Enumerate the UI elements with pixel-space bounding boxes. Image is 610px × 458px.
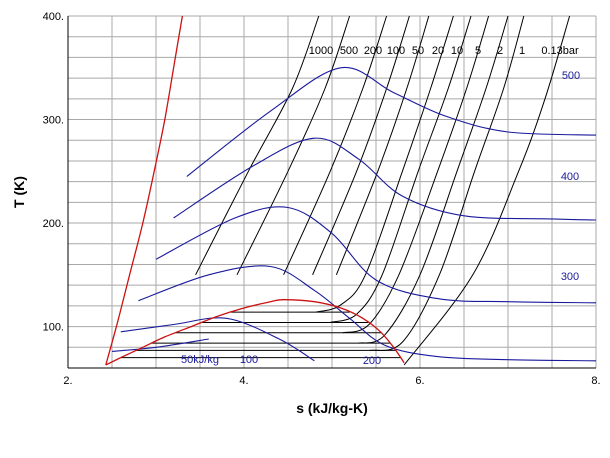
y-tick-label: 400.	[43, 11, 64, 23]
pressure-label-200: 200	[364, 45, 382, 57]
isobar-200	[283, 15, 388, 276]
x-tick-label: 2.	[63, 375, 72, 387]
enthalpy-label-100: 100	[240, 354, 258, 366]
x-tick-label: 4.	[239, 375, 248, 387]
isobar-500	[236, 15, 351, 276]
isobar-10	[330, 15, 472, 323]
x-tick-label: 6.	[415, 375, 424, 387]
isobar-100	[312, 15, 410, 275]
y-tick-label: 100.	[43, 322, 64, 334]
isenthalp-400	[173, 137, 597, 221]
isobar-1000	[195, 15, 320, 276]
isenthalp-100	[120, 317, 315, 362]
enthalpy-label-200: 200	[363, 355, 381, 367]
enthalpy-label-500: 500	[562, 70, 580, 82]
pressure-label-20: 20	[432, 45, 444, 57]
enthalpy-label-300: 300	[561, 271, 579, 283]
pressure-label-0-13bar: 0.13bar	[541, 45, 579, 57]
x-axis-title: s (kJ/kg-K)	[296, 400, 368, 416]
y-tick-label: 200.	[43, 218, 64, 230]
isenthalp-300	[155, 206, 597, 304]
enthalpy-label-400: 400	[561, 171, 579, 183]
plot-area	[105, 15, 597, 366]
isobar-20	[316, 15, 454, 313]
pressure-label-1000: 1000	[309, 45, 333, 57]
pressure-label-500: 500	[340, 45, 358, 57]
y-tick-label: 300.	[43, 115, 64, 127]
isobar-0-13bar	[403, 15, 571, 366]
isobar-1	[369, 15, 525, 351]
isenthalp-500	[186, 67, 597, 177]
axes: 2. 4. 6. 8. 100. 200. 300. 400. s (kJ/kg-K) T (K)	[11, 11, 601, 416]
y-axis-title: T (K)	[11, 176, 27, 208]
x-tick-label: 8.	[591, 375, 600, 387]
saturation-dome	[105, 299, 405, 366]
isobar-5	[342, 15, 490, 334]
pressure-label-10: 10	[451, 45, 463, 57]
isenthalp-200	[138, 265, 597, 362]
labels: 1000 500 200 100 50 20 10 5 2 1 0.13bar 50kJ/kg 100 2…	[181, 45, 580, 367]
enthalpy-label-50kj-kg: 50kJ/kg	[181, 354, 219, 366]
isobar-50	[335, 15, 430, 275]
pressure-label-100: 100	[387, 45, 405, 57]
pressure-label-2: 2	[497, 45, 503, 57]
isenthalp-50kj-kg	[111, 338, 209, 352]
saturated-liquid-line	[105, 15, 184, 366]
pressure-label-1: 1	[519, 45, 525, 57]
isobar-2	[358, 15, 509, 344]
pressure-label-5: 5	[475, 45, 481, 57]
pressure-label-50: 50	[412, 45, 424, 57]
